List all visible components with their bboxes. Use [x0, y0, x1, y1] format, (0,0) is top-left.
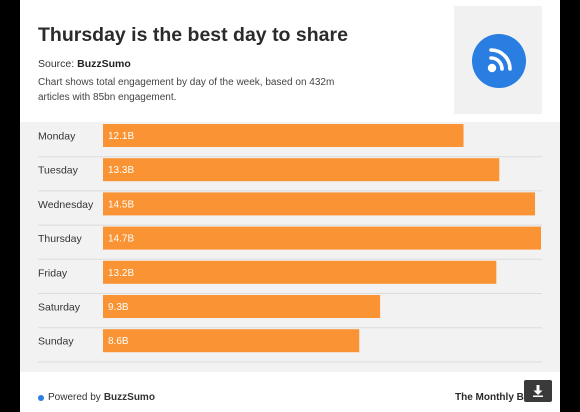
data-label: 9.3B [108, 302, 129, 313]
download-button[interactable] [524, 380, 552, 402]
brand-dot-icon [38, 394, 44, 401]
logo-panel [454, 6, 542, 114]
rss-feed-icon [472, 34, 526, 88]
category-label: Tuesday [38, 165, 79, 177]
data-label: 12.1B [108, 131, 134, 142]
bar-chart-svg: Monday 12.1B Tuesday 13.3B Wednesday 14.5B Thu… [38, 124, 542, 363]
chart-footer: Powered by BuzzSumo The Monthly Buzz [20, 382, 560, 412]
bar-sunday [103, 329, 360, 353]
bar-wednesday [103, 192, 536, 216]
chart-description: Chart shows total engagement by day of t… [38, 77, 335, 103]
category-label: Wednesday [38, 199, 94, 211]
chart-header: Thursday is the best day to share Source… [20, 0, 560, 120]
publisher-name: The Monthly Buzz [455, 392, 540, 403]
data-label: 8.6B [108, 336, 129, 347]
bar-friday [103, 260, 497, 284]
category-label: Friday [38, 267, 68, 279]
bar-thursday [103, 226, 541, 250]
data-label: 14.5B [108, 199, 134, 210]
chart-source: Source: BuzzSumo [38, 58, 131, 70]
infographic-card: Thursday is the best day to share Source… [20, 0, 560, 412]
category-label: Thursday [38, 233, 83, 245]
bar-saturday [103, 295, 381, 318]
category-label: Monday [38, 131, 76, 143]
data-label: 13.2B [108, 268, 134, 279]
download-icon [533, 385, 543, 397]
bar-monday [103, 124, 464, 147]
powered-by: Powered by BuzzSumo [38, 392, 155, 403]
data-label: 13.3B [108, 165, 134, 176]
source-name: BuzzSumo [77, 58, 131, 70]
data-label: 14.7B [108, 234, 134, 245]
bar-chart: Monday 12.1B Tuesday 13.3B Wednesday 14.5B Thu… [20, 122, 560, 372]
category-label: Sunday [38, 336, 74, 348]
chart-title: Thursday is the best day to share [38, 24, 348, 46]
source-label: Source: [38, 58, 75, 70]
powered-label: Powered by [48, 392, 101, 403]
category-label: Saturday [38, 302, 81, 314]
powered-brand: BuzzSumo [103, 392, 155, 403]
bar-tuesday [103, 158, 500, 182]
